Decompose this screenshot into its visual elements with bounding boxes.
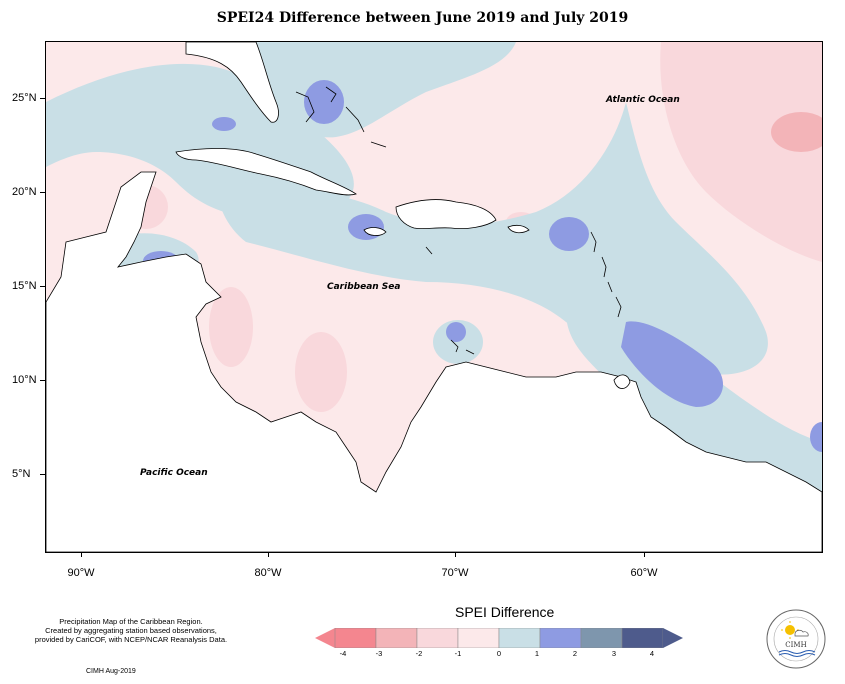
credit-line: Precipitation Map of the Caribbean Regio… [59,617,203,626]
legend-swatch [580,628,623,648]
y-tick-label: 5°N [12,468,31,480]
legend-arrow-left [315,628,335,648]
credit-line: Created by aggregating station based obs… [45,626,217,635]
map-area[interactable]: Atlantic Ocean Caribbean Sea Pacific Oce… [45,41,823,553]
legend-colorbar [315,628,683,648]
hispaniola [395,199,497,230]
legend-arrow-right [663,628,683,648]
land-masses [46,42,822,552]
legend-label: 2 [572,649,578,658]
legend-swatch [498,628,541,648]
cimh-sun-cloud-logo-icon: CIMH [766,609,826,669]
jamaica [363,227,387,236]
y-tick-label: 15°N [12,280,37,292]
credit-date: CIMH Aug-2019 [86,668,136,675]
small-islands [295,86,622,355]
windward-strong-positive-zone [621,321,723,407]
legend-label: -4 [339,649,347,658]
legend-label: 4 [649,649,655,658]
cuba [175,148,357,196]
atlantic-strong-negative-zone [771,112,822,152]
x-tick-label: 60°W [630,567,658,579]
central-america-negative-zone [209,287,253,367]
caribbean-negative-zone [295,332,347,412]
legend-swatch [457,628,500,648]
antilles-positive-zone [216,102,768,375]
caribbean-sea-label: Caribbean Sea [327,282,401,292]
x-tick-label: 70°W [441,567,469,579]
legend-swatch [334,628,377,648]
spei-map [46,42,822,552]
credits: Precipitation Map of the Caribbean Regio… [6,617,256,644]
legend-label: -1 [454,649,462,658]
credit-line: provided by CariCOF, with NCEP/NCAR Rean… [34,635,228,644]
legend-label: -2 [415,649,423,658]
bahamas-strong-positive-zone [304,80,344,124]
virgin-islands-strong-positive-zone [549,217,589,251]
y-tick-label: 20°N [12,186,37,198]
legend-label: 0 [496,649,502,658]
mainland [46,171,822,552]
florida [185,42,279,123]
legend-label: 3 [611,649,617,658]
legend-swatch [375,628,418,648]
legend-title: SPEI Difference [455,604,555,620]
y-tick-label: 25°N [12,92,37,104]
map-title: SPEI24 Difference between June 2019 and … [216,10,629,26]
legend-swatch [621,628,664,648]
legend-swatch [539,628,582,648]
atlantic-ocean-label: Atlantic Ocean [606,95,680,105]
legend-label: 1 [534,649,540,658]
legend-label: -3 [375,649,383,658]
atlantic-negative-zone [660,42,822,262]
puerto-rico [507,224,530,234]
aruba-positive-zone [433,320,483,364]
trinidad [613,374,631,389]
pacific-ocean-label: Pacific Ocean [140,468,208,478]
y-tick-label: 10°N [12,374,37,386]
legend-swatch [416,628,459,648]
x-tick-label: 80°W [254,567,282,579]
x-tick-label: 90°W [67,567,95,579]
jamaica-strong-positive-zone [348,214,384,240]
logo-text: CIMH [785,641,806,649]
